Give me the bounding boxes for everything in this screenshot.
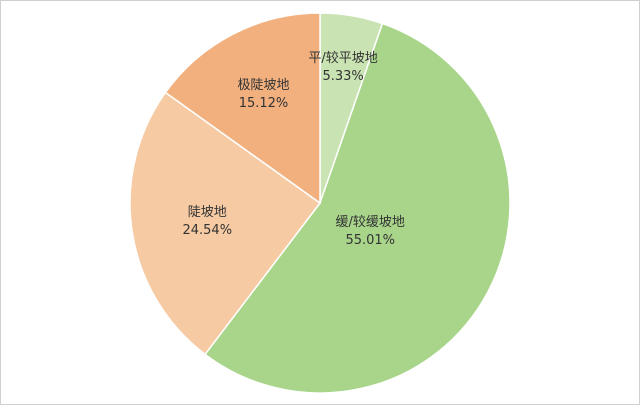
slice-very-steep [164,12,321,205]
slice-steep-value: 24.54% [182,223,232,238]
slice-flat-label: 平/较平坡地 [308,51,377,66]
slice-steep [129,91,322,356]
slice-gentle-label: 缓/较缓坡地 [336,215,405,230]
slice-gentle [204,22,511,394]
pie-slices [129,12,511,394]
pie-labels: 平/较平坡地 5.33% 缓/较缓坡地 55.01% 陡坡地 24.54% 极陡坡地 15.1… [182,51,404,248]
slice-very-steep-value: 15.12% [239,96,289,111]
slice-very-steep-label: 极陡坡地 [238,78,290,93]
slice-flat-value: 5.33% [322,69,363,84]
slice-steep-label: 陡坡地 [188,205,227,220]
slice-gentle-value: 55.01% [345,233,395,248]
